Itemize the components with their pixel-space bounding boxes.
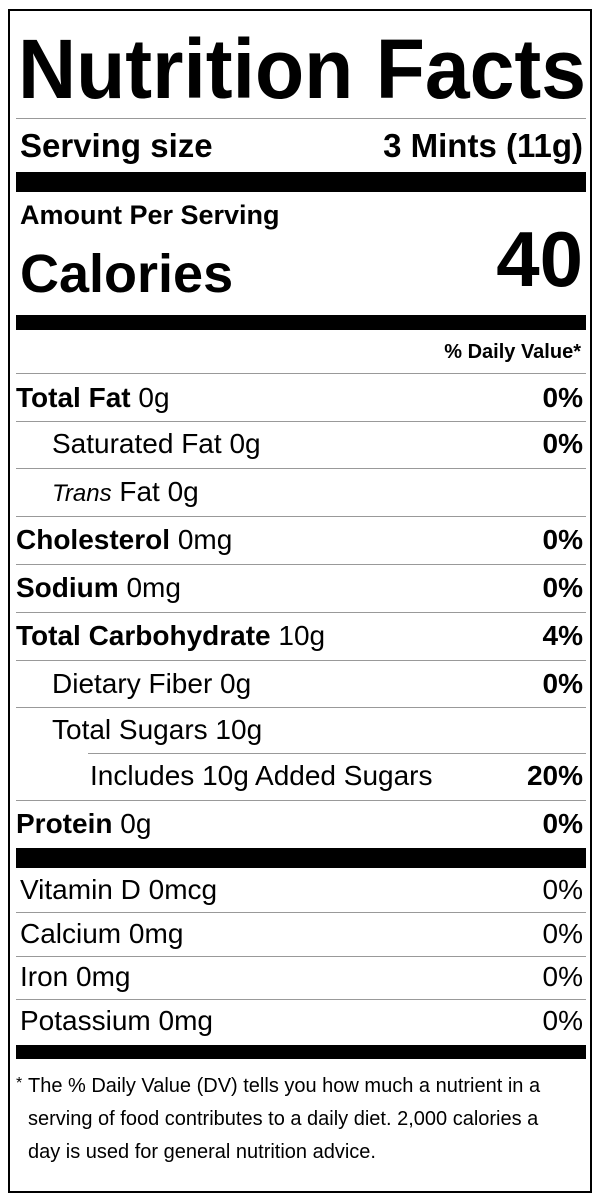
- amount-per-serving: Amount Per Serving: [20, 199, 280, 230]
- vitamin-amount: 0mg: [76, 961, 131, 992]
- divider-line: [16, 912, 586, 913]
- daily-value: 0%: [542, 428, 583, 460]
- vitamin-daily-value: 0%: [542, 1005, 583, 1037]
- nutrient-amount: 0g: [229, 428, 261, 459]
- divider-line: [16, 955, 586, 957]
- nutrient-row: Cholesterol 0mg: [16, 523, 232, 557]
- nutrient-name: Sodium: [16, 572, 119, 603]
- vitamin-name: Calcium: [20, 918, 122, 949]
- divider-line: [16, 660, 586, 661]
- daily-value: 0%: [542, 668, 583, 700]
- daily-value: 4%: [542, 620, 583, 652]
- nutrient-row: Saturated Fat 0g: [52, 427, 261, 461]
- nutrient-name: Total Fat: [16, 382, 131, 413]
- nutrient-amount: 0g: [167, 476, 199, 507]
- vitamin-name: Vitamin D: [20, 874, 141, 905]
- nutrient-name: Total Carbohydrate: [16, 620, 271, 651]
- nutrient-name: Includes 10g Added Sugars: [90, 760, 433, 791]
- label-border: [8, 9, 592, 1193]
- vitamin-row: Vitamin D 0mcg: [20, 873, 217, 907]
- daily-value-header: % Daily Value*: [444, 341, 581, 363]
- divider-bar: [16, 1045, 586, 1059]
- vitamin-daily-value: 0%: [542, 874, 583, 906]
- divider-line: [88, 753, 586, 754]
- divider-line: [16, 999, 586, 1000]
- divider-line: [16, 516, 586, 517]
- vitamin-daily-value: 0%: [542, 918, 583, 950]
- divider-bar: [16, 315, 586, 330]
- divider-line: [16, 421, 586, 422]
- nutrient-row: Includes 10g Added Sugars: [90, 759, 432, 793]
- nutrient-name: Fat: [119, 476, 160, 507]
- nutrient-row: Total Fat 0g: [16, 381, 170, 415]
- calories-value: 40: [496, 215, 583, 304]
- nutrient-name: Total Sugars: [52, 714, 208, 745]
- divider-line: [16, 800, 586, 801]
- daily-value: 0%: [542, 382, 583, 414]
- divider-line: [16, 468, 586, 469]
- title: Nutrition Facts: [18, 22, 586, 110]
- nutrient-amount: 10g: [278, 620, 326, 651]
- divider-line: [16, 373, 586, 374]
- nutrient-amount: 0g: [120, 808, 152, 839]
- nutrient-row: Trans Fat 0g: [52, 475, 199, 509]
- nutrient-name: Dietary Fiber: [52, 668, 213, 699]
- vitamin-amount: 0mg: [128, 918, 184, 949]
- divider-line: [16, 612, 586, 613]
- serving-size-value: 3 Mints (11g): [383, 127, 583, 165]
- divider-line: [16, 707, 586, 708]
- nutrient-row: Total Sugars 10g: [52, 713, 262, 747]
- daily-value: 0%: [542, 572, 583, 604]
- nutrient-row: Protein 0g: [16, 807, 151, 841]
- divider-line: [16, 118, 586, 119]
- nutrient-name: Protein: [16, 808, 113, 839]
- nutrient-amount: 0g: [138, 382, 170, 413]
- daily-value: 0%: [542, 524, 583, 556]
- vitamin-daily-value: 0%: [542, 961, 583, 993]
- daily-value: 0%: [542, 808, 583, 840]
- vitamin-row: Calcium 0mg: [20, 917, 183, 951]
- vitamin-amount: 0mcg: [148, 874, 218, 905]
- nutrient-name: Saturated Fat: [52, 428, 222, 459]
- vitamin-name: Potassium: [20, 1005, 151, 1036]
- vitamin-name: Iron: [20, 961, 69, 992]
- nutrient-name: Cholesterol: [16, 524, 171, 555]
- footnote-mark: *: [16, 1075, 23, 1092]
- calories-label: Calories: [20, 243, 234, 304]
- nutrient-row: Sodium 0mg: [16, 571, 181, 605]
- footnote-text: The % Daily Value (DV) tells you how muc…: [28, 1075, 541, 1163]
- nutrient-amount: 0mg: [177, 524, 233, 555]
- divider-line: [16, 564, 586, 565]
- daily-value: 20%: [526, 760, 583, 792]
- divider-bar: [16, 172, 586, 192]
- nutrient-amount: 0g: [220, 668, 252, 699]
- vitamin-row: Potassium 0mg: [20, 1004, 213, 1038]
- divider-bar: [16, 848, 586, 868]
- nutrient-row: Dietary Fiber 0g: [52, 667, 251, 701]
- nutrient-amount: 0mg: [126, 572, 181, 603]
- vitamin-row: Iron 0mg: [20, 960, 131, 994]
- nutrient-row: Total Carbohydrate 10g: [16, 619, 325, 653]
- vitamin-amount: 0mg: [158, 1005, 213, 1036]
- title-area: Nutrition Facts: [18, 22, 586, 110]
- nutrient-amount: 10g: [215, 714, 263, 745]
- serving-size-label: Serving size: [20, 127, 213, 165]
- nutrient-name-italic: Trans: [52, 480, 112, 507]
